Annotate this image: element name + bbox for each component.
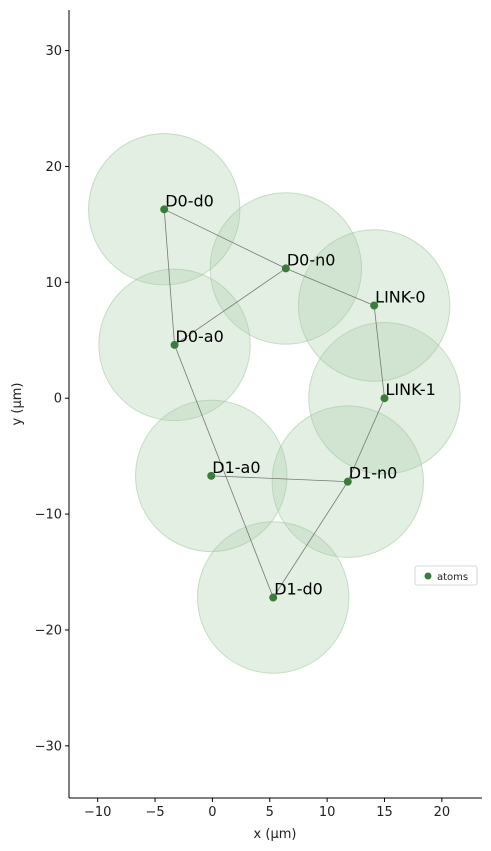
x-axis-label: x (µm) bbox=[254, 827, 297, 842]
edge-line bbox=[174, 344, 274, 598]
y-tick-label: −10 bbox=[35, 508, 62, 523]
atom-points bbox=[160, 205, 389, 602]
y-axis-label: y (µm) bbox=[10, 383, 25, 426]
x-tick-label: 15 bbox=[376, 805, 393, 820]
edge-line bbox=[163, 209, 175, 345]
atom-point bbox=[160, 205, 169, 214]
x-tick-label: −5 bbox=[145, 805, 164, 820]
atom-label: D1-d0 bbox=[274, 580, 323, 599]
edge-line bbox=[285, 268, 375, 306]
edge-line bbox=[373, 305, 385, 399]
y-tick-label: 10 bbox=[45, 276, 62, 291]
atom-point bbox=[170, 340, 179, 349]
atom-point bbox=[281, 264, 290, 273]
atom-label: LINK-1 bbox=[385, 380, 435, 399]
atom-label: D0-d0 bbox=[165, 191, 214, 210]
atom-label: D1-a0 bbox=[212, 458, 260, 477]
atom-point bbox=[380, 394, 389, 403]
edge-line bbox=[272, 481, 349, 598]
atom-point bbox=[269, 593, 278, 602]
x-ticks: −10 −5 0 5 10 15 20 bbox=[84, 798, 450, 820]
y-tick-label: 0 bbox=[54, 392, 62, 407]
atom-label: D0-n0 bbox=[287, 250, 336, 269]
y-tick-label: 30 bbox=[45, 44, 62, 59]
atom-label: D0-a0 bbox=[176, 327, 224, 346]
atom-point bbox=[370, 301, 379, 310]
legend-marker bbox=[424, 572, 432, 580]
atom-label: LINK-0 bbox=[375, 288, 425, 307]
legend-label: atoms bbox=[437, 572, 468, 583]
legend-box bbox=[414, 565, 478, 586]
atom-point bbox=[207, 471, 216, 480]
edge-line bbox=[211, 475, 348, 483]
atom-point bbox=[343, 477, 352, 486]
y-tick-label: 20 bbox=[45, 160, 62, 175]
y-tick-label: −20 bbox=[35, 623, 62, 638]
edge-line bbox=[174, 268, 287, 346]
x-tick-label: −10 bbox=[84, 805, 111, 820]
x-tick-label: 20 bbox=[434, 805, 451, 820]
y-tick-label: −30 bbox=[35, 739, 62, 754]
atom-labels: D0-d0 D0-n0 D0-a0 LINK-0 LINK-1 D1-a0 D1-n0 D1-… bbox=[165, 191, 436, 598]
y-ticks: −30 −20 −10 0 10 20 30 bbox=[35, 44, 69, 754]
x-tick-label: 10 bbox=[319, 805, 336, 820]
x-tick-label: 5 bbox=[266, 805, 274, 820]
edge-line bbox=[347, 398, 385, 482]
atom-label: D1-n0 bbox=[349, 464, 398, 483]
edge-lines bbox=[163, 208, 385, 598]
legend: atoms bbox=[414, 565, 478, 586]
x-tick-label: 0 bbox=[208, 805, 216, 820]
edge-line bbox=[164, 208, 286, 269]
